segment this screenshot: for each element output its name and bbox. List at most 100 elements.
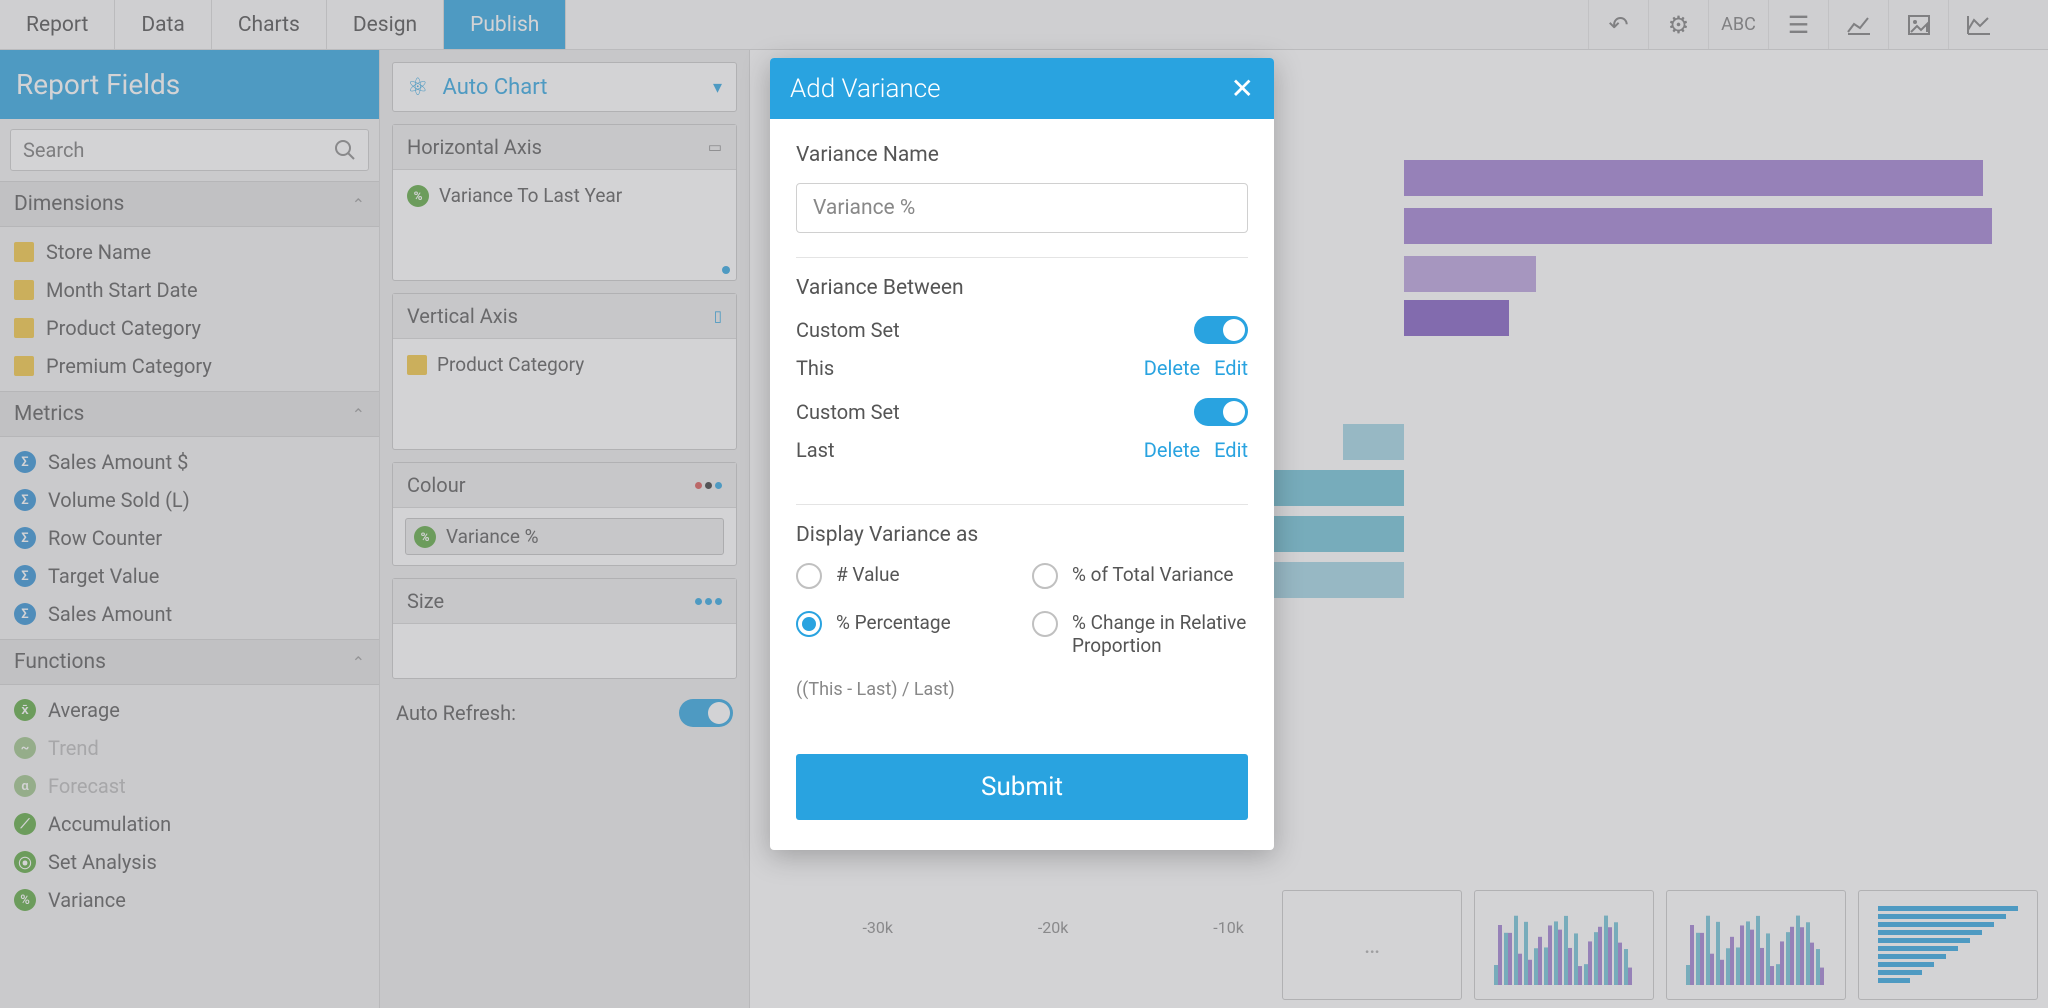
size-dots-icon <box>695 598 722 605</box>
axis-label: Colour <box>407 473 466 497</box>
section-label: Functions <box>14 650 106 674</box>
function-field[interactable]: ~ Trend <box>0 729 379 767</box>
dimension-field[interactable]: Premium Category <box>0 347 379 385</box>
function-icon: x̄ <box>14 699 36 721</box>
tab-design[interactable]: Design <box>327 0 444 49</box>
function-icon: ~ <box>14 737 36 759</box>
metric-field[interactable]: Σ Row Counter <box>0 519 379 557</box>
display-as-label: Display Variance as <box>796 523 1248 547</box>
tab-data[interactable]: Data <box>115 0 212 49</box>
dimension-icon <box>14 356 34 376</box>
section-label: Metrics <box>14 402 84 426</box>
panel-title: Report Fields <box>0 50 379 119</box>
chart-area-icon[interactable] <box>1948 0 2008 49</box>
sigma-icon: Σ <box>14 603 36 625</box>
dimension-field[interactable]: Product Category <box>0 309 379 347</box>
function-field[interactable]: αForecast <box>0 767 379 805</box>
axis-item[interactable]: % Variance % <box>405 518 724 555</box>
custom-set-toggle[interactable] <box>1194 316 1248 344</box>
search-field[interactable] <box>23 138 334 162</box>
abc-icon[interactable]: ABC <box>1708 0 1768 49</box>
tab-charts[interactable]: Charts <box>212 0 327 49</box>
metric-field[interactable]: ΣTarget Value <box>0 557 379 595</box>
field-label: Average <box>48 698 120 722</box>
axis-item[interactable]: Product Category <box>405 349 724 380</box>
search-input[interactable] <box>10 129 369 171</box>
section-dimensions[interactable]: Dimensions ⌃ <box>0 181 379 227</box>
chart-bar[interactable] <box>1404 300 1509 336</box>
axis-item[interactable]: % Variance To Last Year <box>405 180 724 211</box>
chart-bar[interactable] <box>1343 424 1404 460</box>
display-option[interactable]: % Percentage <box>796 611 1012 657</box>
delete-link[interactable]: Delete <box>1144 438 1200 462</box>
chart-bar[interactable] <box>1404 256 1536 292</box>
chart-bar[interactable] <box>1404 208 1992 244</box>
radio-icon <box>796 611 822 637</box>
top-tab-bar: Report Data Charts Design Publish ↶ ⚙ AB… <box>0 0 2048 50</box>
function-field[interactable]: ⟋Accumulation <box>0 805 379 843</box>
axis-label: Vertical Axis <box>407 304 518 328</box>
variance-name-input[interactable] <box>796 183 1248 233</box>
colour-dots-icon <box>695 482 722 489</box>
metric-field[interactable]: ΣSales Amount <box>0 595 379 633</box>
chevron-up-icon: ⌃ <box>352 653 365 672</box>
v-icon: ▯ <box>714 307 722 325</box>
section-metrics[interactable]: Metrics ⌃ <box>0 391 379 437</box>
add-variance-modal: Add Variance ✕ Variance Name Variance Be… <box>770 58 1274 850</box>
field-label: Month Start Date <box>46 278 198 302</box>
delete-link[interactable]: Delete <box>1144 356 1200 380</box>
field-label: Sales Amount $ <box>48 450 188 474</box>
screen-icon: ▭ <box>708 138 722 156</box>
display-option[interactable]: % Change in Relative Proportion <box>1032 611 1248 657</box>
dimension-field[interactable]: Store Name <box>0 233 379 271</box>
display-option[interactable]: # Value <box>796 563 1012 589</box>
auto-refresh-toggle[interactable] <box>679 699 733 727</box>
chart-thumbnail[interactable] <box>1666 890 1846 1000</box>
edit-link[interactable]: Edit <box>1214 356 1248 380</box>
chart-thumbnail[interactable] <box>1474 890 1654 1000</box>
set-alias: Last <box>796 438 835 462</box>
auto-refresh-label: Auto Refresh: <box>396 701 516 725</box>
list-icon[interactable]: ☰ <box>1768 0 1828 49</box>
tab-report[interactable]: Report <box>0 0 115 49</box>
metric-field[interactable]: ΣSales Amount $ <box>0 443 379 481</box>
dimension-icon <box>407 355 427 375</box>
submit-button[interactable]: Submit <box>796 754 1248 820</box>
field-label: Trend <box>48 736 99 760</box>
custom-set-toggle[interactable] <box>1194 398 1248 426</box>
section-functions[interactable]: Functions ⌃ <box>0 639 379 685</box>
colour-box[interactable]: Colour % Variance % <box>392 462 737 566</box>
size-box[interactable]: Size <box>392 578 737 679</box>
field-label: Row Counter <box>48 526 162 550</box>
function-icon: ⟋ <box>14 813 36 835</box>
chart-thumbnail[interactable] <box>1858 890 2038 1000</box>
sigma-icon: Σ <box>14 527 36 549</box>
chevron-down-icon: ▾ <box>713 77 722 98</box>
chart-bar[interactable] <box>1404 160 1983 196</box>
chart-type-label: Auto Chart <box>443 75 699 100</box>
image-icon[interactable] <box>1888 0 1948 49</box>
search-icon <box>334 139 356 161</box>
field-label: Premium Category <box>46 354 212 378</box>
toolbar: ↶ ⚙ ABC ☰ <box>1588 0 2048 49</box>
function-field[interactable]: x̄ Average <box>0 691 379 729</box>
dimension-icon <box>14 280 34 300</box>
metric-field[interactable]: ΣVolume Sold (L) <box>0 481 379 519</box>
edit-link[interactable]: Edit <box>1214 438 1248 462</box>
field-label: Product Category <box>46 316 201 340</box>
function-field[interactable]: %Variance <box>0 881 379 919</box>
dimension-field[interactable]: Month Start Date <box>0 271 379 309</box>
gear-icon[interactable]: ⚙ <box>1648 0 1708 49</box>
chart-line-icon[interactable] <box>1828 0 1888 49</box>
horizontal-axis-box[interactable]: Horizontal Axis▭ % Variance To Last Year <box>392 124 737 281</box>
vertical-axis-box[interactable]: Vertical Axis ▯ Product Category <box>392 293 737 450</box>
sigma-icon: Σ <box>14 565 36 587</box>
display-option[interactable]: % of Total Variance <box>1032 563 1248 589</box>
undo-icon[interactable]: ↶ <box>1588 0 1648 49</box>
tab-publish[interactable]: Publish <box>444 0 566 49</box>
function-field[interactable]: ⦿Set Analysis <box>0 843 379 881</box>
close-icon[interactable]: ✕ <box>1231 72 1254 105</box>
chart-thumbnail[interactable]: … <box>1282 890 1462 1000</box>
chart-type-selector[interactable]: ⚛ Auto Chart ▾ <box>392 62 737 112</box>
atom-icon: ⚛ <box>407 73 429 101</box>
